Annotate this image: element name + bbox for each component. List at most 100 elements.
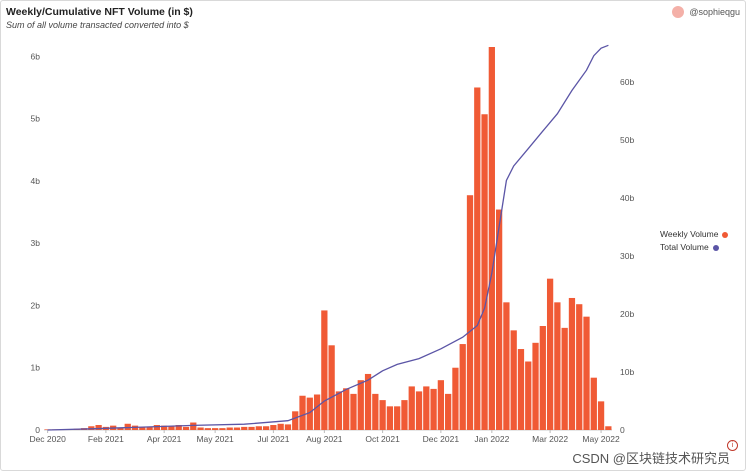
y-left-tick-label: 6b bbox=[31, 51, 41, 61]
y-right-tick-label: 50b bbox=[620, 135, 634, 145]
info-icon[interactable]: i bbox=[727, 440, 738, 451]
bar bbox=[262, 426, 270, 430]
bar bbox=[386, 406, 394, 430]
x-tick-label: May 2022 bbox=[582, 434, 620, 444]
y-right-tick-label: 60b bbox=[620, 77, 634, 87]
bar bbox=[182, 426, 190, 430]
bar bbox=[270, 425, 277, 430]
bar bbox=[226, 427, 233, 430]
bar bbox=[364, 373, 372, 430]
avatar bbox=[672, 6, 685, 18]
y-left-tick-label: 1b bbox=[31, 363, 41, 373]
bar bbox=[372, 393, 379, 430]
bar bbox=[153, 425, 161, 430]
y-right-tick-label: 30b bbox=[620, 251, 634, 261]
x-tick-label: Mar 2022 bbox=[532, 434, 568, 444]
bar bbox=[379, 400, 386, 430]
bar bbox=[139, 426, 146, 430]
bar bbox=[488, 47, 495, 430]
bar bbox=[445, 393, 452, 430]
bar bbox=[277, 423, 284, 430]
bar bbox=[211, 428, 219, 430]
y-left-tick-label: 2b bbox=[31, 300, 41, 310]
bar bbox=[437, 380, 445, 430]
bar bbox=[357, 380, 364, 430]
bar bbox=[350, 393, 357, 430]
bar bbox=[255, 426, 262, 430]
x-tick-label: Oct 2021 bbox=[365, 434, 400, 444]
x-tick-label: Dec 2021 bbox=[423, 434, 460, 444]
x-tick-label: Aug 2021 bbox=[306, 434, 343, 444]
bar bbox=[474, 87, 481, 430]
bar bbox=[168, 426, 175, 430]
bar bbox=[343, 388, 350, 430]
x-tick-label: Apr 2021 bbox=[147, 434, 182, 444]
bar bbox=[335, 391, 343, 430]
y-left-tick-label: 5b bbox=[31, 114, 41, 124]
bar bbox=[430, 388, 437, 430]
x-tick-label: Dec 2020 bbox=[29, 434, 66, 444]
author-badge[interactable]: @sophieqgu bbox=[672, 6, 740, 18]
chart-title: Weekly/Cumulative NFT Volume (in $) bbox=[6, 6, 193, 18]
bar bbox=[517, 349, 525, 430]
bar bbox=[161, 425, 168, 430]
y-right-tick-label: 10b bbox=[620, 367, 634, 377]
bar bbox=[95, 425, 102, 430]
bar bbox=[284, 424, 292, 430]
bar bbox=[466, 195, 474, 430]
legend: Weekly Volume Total Volume bbox=[660, 228, 729, 254]
author-handle: @sophieqgu bbox=[689, 7, 740, 17]
bar bbox=[306, 397, 313, 430]
bar bbox=[554, 302, 561, 430]
total-volume-line bbox=[47, 44, 609, 431]
bar bbox=[219, 428, 226, 430]
bar bbox=[605, 426, 612, 430]
bar bbox=[408, 386, 415, 430]
bar bbox=[313, 394, 321, 430]
y-left-tick-label: 3b bbox=[31, 238, 41, 248]
bar bbox=[415, 391, 423, 430]
y-right-tick-label: 20b bbox=[620, 309, 634, 319]
bar bbox=[576, 304, 583, 430]
bar bbox=[401, 400, 408, 430]
bar bbox=[452, 367, 459, 430]
x-tick-label: Jul 2021 bbox=[257, 434, 289, 444]
chart-subtitle: Sum of all volume transacted converted i… bbox=[6, 20, 189, 30]
bar bbox=[590, 377, 597, 430]
bar bbox=[597, 401, 605, 430]
legend-label-weekly: Weekly Volume bbox=[660, 229, 719, 239]
bar bbox=[233, 427, 241, 430]
legend-item-total[interactable]: Total Volume bbox=[660, 241, 728, 254]
bar bbox=[241, 426, 248, 430]
bar bbox=[117, 427, 124, 430]
bar bbox=[546, 278, 554, 430]
bar bbox=[292, 411, 299, 430]
bar bbox=[503, 302, 510, 430]
bar bbox=[124, 423, 131, 430]
bar bbox=[459, 344, 466, 430]
legend-swatch-total bbox=[712, 244, 719, 251]
x-tick-label: May 2021 bbox=[196, 434, 234, 444]
legend-label-total: Total Volume bbox=[660, 242, 709, 252]
bar bbox=[146, 426, 153, 430]
x-tick-label: Feb 2021 bbox=[88, 434, 124, 444]
bar bbox=[510, 330, 517, 430]
legend-item-weekly[interactable]: Weekly Volume bbox=[660, 228, 729, 241]
y-left-tick-label: 4b bbox=[31, 176, 41, 186]
bar bbox=[423, 386, 430, 430]
bar bbox=[525, 361, 532, 430]
bar bbox=[299, 395, 306, 430]
bar bbox=[532, 342, 539, 430]
bar bbox=[197, 427, 204, 430]
y-right-tick-label: 40b bbox=[620, 193, 634, 203]
bar bbox=[495, 209, 503, 430]
bar bbox=[248, 426, 255, 430]
bar bbox=[88, 426, 95, 430]
watermark: CSDN @区块链技术研究员 bbox=[572, 451, 730, 466]
legend-swatch-weekly bbox=[722, 231, 729, 238]
bar bbox=[561, 327, 568, 430]
y-right-tick-label: 0 bbox=[620, 425, 625, 435]
y-left-tick-label: 0 bbox=[35, 425, 40, 435]
